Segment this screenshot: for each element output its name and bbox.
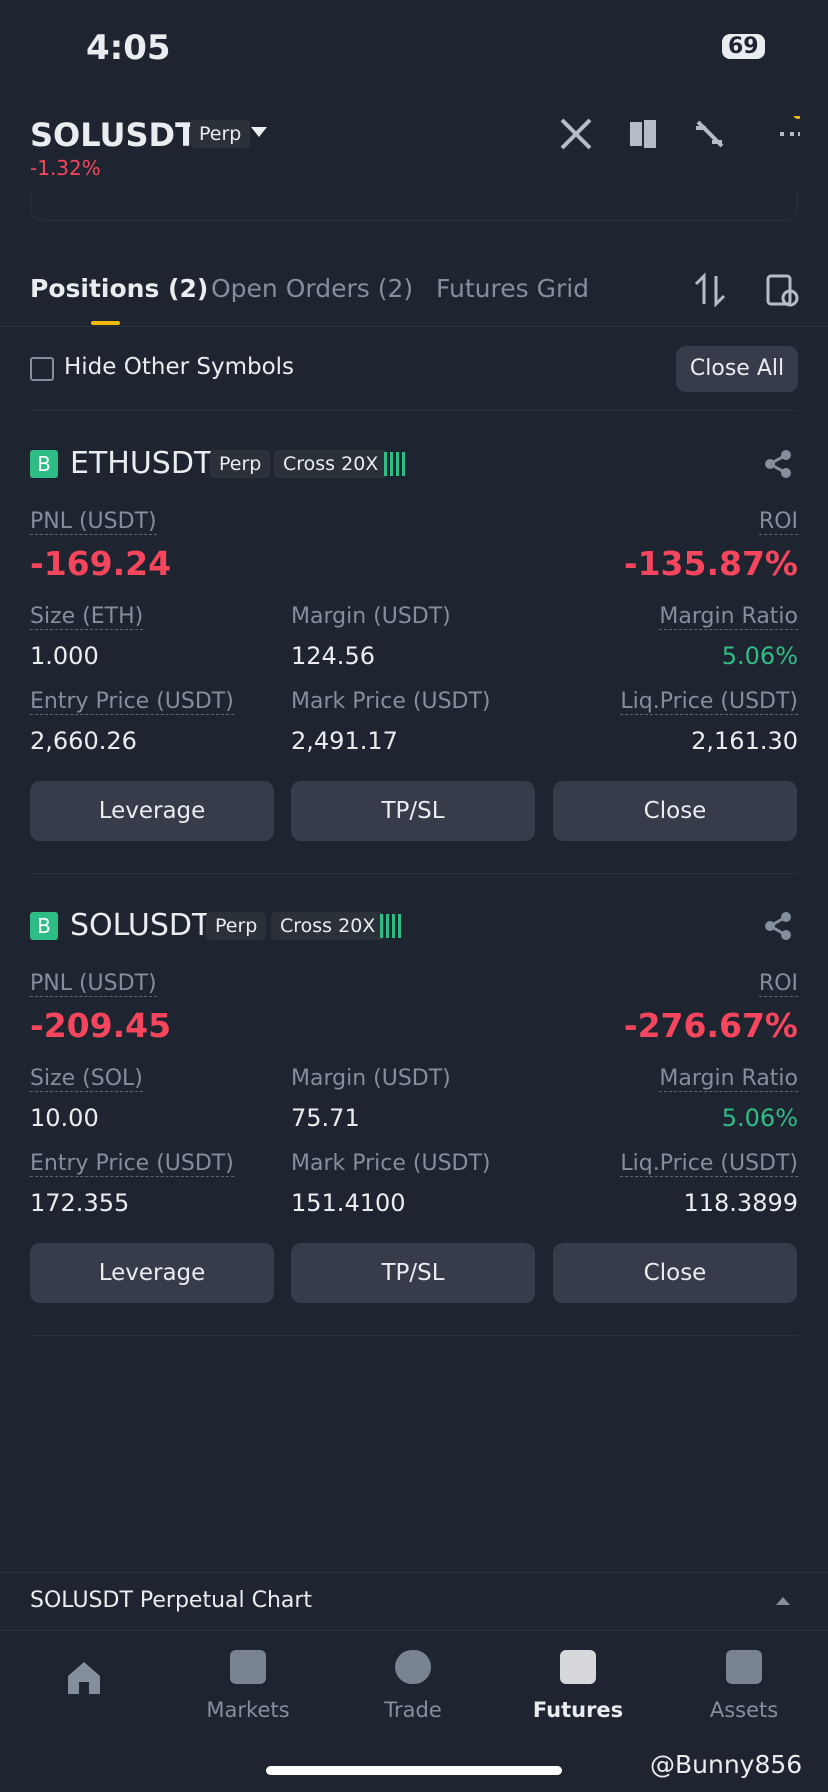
field-value: 2,660.26 xyxy=(30,727,137,755)
change: -1.32% xyxy=(30,156,101,180)
field-label: Liq.Price (USDT) xyxy=(620,689,798,715)
action-button[interactable]: Close xyxy=(553,1243,797,1303)
toolbar-icons[interactable] xyxy=(560,116,800,152)
tab[interactable]: Futures Grid xyxy=(436,274,590,303)
field-label: Size (ETH) xyxy=(30,604,144,630)
field-label: Margin (USDT) xyxy=(291,604,451,629)
field-value: 151.4100 xyxy=(291,1189,406,1217)
field-label: Mark Price (USDT) xyxy=(291,1151,491,1176)
checkbox[interactable] xyxy=(30,357,54,381)
roi: -135.87% xyxy=(623,544,798,583)
nav-label[interactable]: Futures xyxy=(532,1698,624,1722)
divider xyxy=(0,326,828,327)
battery: 69 xyxy=(722,34,765,59)
nav-label[interactable]: Markets xyxy=(206,1698,290,1722)
chart-bar[interactable]: SOLUSDT Perpetual Chart xyxy=(30,1588,313,1613)
risk-meter xyxy=(380,914,402,938)
field-value: 172.355 xyxy=(30,1189,130,1217)
home-icon[interactable] xyxy=(66,1660,102,1694)
action-button[interactable]: TP/SL xyxy=(291,1243,535,1303)
nav-icon[interactable] xyxy=(560,1650,596,1684)
roi-label: ROI xyxy=(758,971,798,997)
time: 4:05 xyxy=(86,28,171,68)
nav-label[interactable]: Assets xyxy=(709,1698,779,1722)
field-label: Liq.Price (USDT) xyxy=(620,1151,798,1177)
field-value: 2,491.17 xyxy=(291,727,398,755)
type-tag: Perp xyxy=(206,912,267,940)
share[interactable] xyxy=(764,912,792,940)
tab-indicator xyxy=(91,321,120,325)
home-indicator xyxy=(266,1766,562,1775)
divider xyxy=(30,873,798,874)
expand[interactable] xyxy=(776,1596,790,1606)
type-tag: Perp xyxy=(210,450,271,478)
field-value: 10.00 xyxy=(30,1104,99,1132)
nav-icon[interactable] xyxy=(230,1650,266,1684)
tab[interactable]: Positions (2) xyxy=(30,274,209,303)
dropdown[interactable] xyxy=(250,126,268,138)
field-label: Entry Price (USDT) xyxy=(30,1151,234,1177)
divider xyxy=(0,1572,828,1573)
field-label: Margin Ratio xyxy=(659,604,798,630)
tab-icons[interactable] xyxy=(694,272,814,308)
field-value: 118.3899 xyxy=(683,1189,798,1217)
divider xyxy=(30,1335,798,1336)
action-button[interactable]: Close xyxy=(553,781,797,841)
field-label: Size (SOL) xyxy=(30,1066,143,1092)
field-label: Margin (USDT) xyxy=(291,1066,451,1091)
risk-meter xyxy=(384,452,406,476)
symbol[interactable]: SOLUSDT xyxy=(30,116,197,154)
share[interactable] xyxy=(764,450,792,478)
filter-label: Hide Other Symbols xyxy=(64,354,295,380)
mode-tag: Cross 20X xyxy=(271,912,385,940)
field-label: Mark Price (USDT) xyxy=(291,689,491,714)
watermark: @Bunny856 xyxy=(650,1750,803,1779)
divider xyxy=(30,410,798,411)
field-label: Entry Price (USDT) xyxy=(30,689,234,715)
position-symbol: ETHUSDT xyxy=(70,446,213,481)
pnl-label: PNL (USDT) xyxy=(30,971,157,997)
mode-tag: Cross 20X xyxy=(274,450,388,478)
side-badge: B xyxy=(30,912,58,940)
close-all[interactable]: Close All xyxy=(676,346,798,392)
field-value: 5.06% xyxy=(721,642,798,670)
field-value: 1.000 xyxy=(30,642,99,670)
type-badge: Perp xyxy=(190,120,251,148)
action-button[interactable]: TP/SL xyxy=(291,781,535,841)
pnl: -209.45 xyxy=(30,1006,172,1045)
side-badge: B xyxy=(30,450,58,478)
field-value: 124.56 xyxy=(291,642,375,670)
action-button[interactable]: Leverage xyxy=(30,781,274,841)
field-value: 5.06% xyxy=(721,1104,798,1132)
pnl: -169.24 xyxy=(30,544,172,583)
nav-icon[interactable] xyxy=(395,1650,431,1684)
tab[interactable]: Open Orders (2) xyxy=(211,274,414,303)
nav-icon[interactable] xyxy=(726,1650,762,1684)
position-symbol: SOLUSDT xyxy=(70,908,211,943)
card-edge xyxy=(30,190,798,221)
nav-label[interactable]: Trade xyxy=(384,1698,442,1722)
field-value: 2,161.30 xyxy=(691,727,798,755)
divider xyxy=(0,1630,828,1631)
roi: -276.67% xyxy=(623,1006,798,1045)
roi-label: ROI xyxy=(758,509,798,535)
field-label: Margin Ratio xyxy=(659,1066,798,1092)
action-button[interactable]: Leverage xyxy=(30,1243,274,1303)
field-value: 75.71 xyxy=(291,1104,360,1132)
pnl-label: PNL (USDT) xyxy=(30,509,157,535)
